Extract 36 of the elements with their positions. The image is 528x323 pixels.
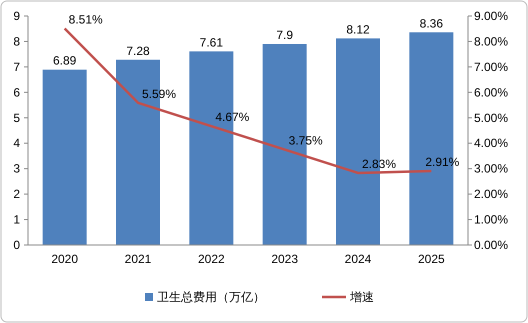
x-tick-label: 2022 (198, 252, 226, 266)
legend-label: 卫生总费用（万亿） (157, 290, 265, 304)
y-tick-label: 2 (13, 187, 20, 202)
y-tick-label: 8 (13, 34, 20, 48)
y2-tick-label: 6.00% (474, 85, 508, 100)
y2-tick-label: 8.00% (474, 34, 508, 48)
data-label: 7.9 (276, 28, 294, 42)
y2-tick-label: 2.00% (474, 187, 508, 202)
y-tick-label: 5 (13, 110, 20, 125)
y-tick-label: 0 (13, 238, 20, 252)
bar (42, 70, 87, 245)
data-label: 7.61 (200, 35, 224, 50)
y-tick-label: 1 (13, 212, 20, 227)
y-tick-label: 4 (13, 136, 20, 150)
y2-tick-label: 3.00% (474, 162, 508, 176)
x-tick-label: 2024 (344, 252, 372, 266)
data-label: 7.28 (126, 44, 150, 58)
y2-tick-label: 0.00% (474, 238, 508, 252)
y2-tick-label: 9.00% (474, 9, 508, 23)
y-tick-label: 9 (13, 9, 20, 23)
y2-tick-label: 4.00% (474, 136, 508, 150)
x-tick-label: 2020 (51, 252, 78, 266)
x-tick-label: 2025 (418, 252, 446, 266)
y-tick-label: 3 (13, 162, 20, 176)
y2-tick-label: 1.00% (474, 212, 508, 227)
x-tick-label: 2021 (124, 252, 152, 266)
data-label: 8.12 (346, 22, 370, 36)
y2-tick-label: 7.00% (474, 60, 508, 74)
legend-label: 增速 (349, 290, 374, 304)
data-label: 6.89 (52, 54, 77, 68)
y-tick-label: 7 (13, 60, 20, 74)
y-tick-label: 6 (13, 85, 20, 100)
data-label: 8.36 (420, 16, 444, 30)
data-label: 8.51% (68, 12, 104, 26)
y2-tick-label: 5.00% (474, 110, 508, 125)
x-tick-label: 2023 (271, 252, 298, 266)
